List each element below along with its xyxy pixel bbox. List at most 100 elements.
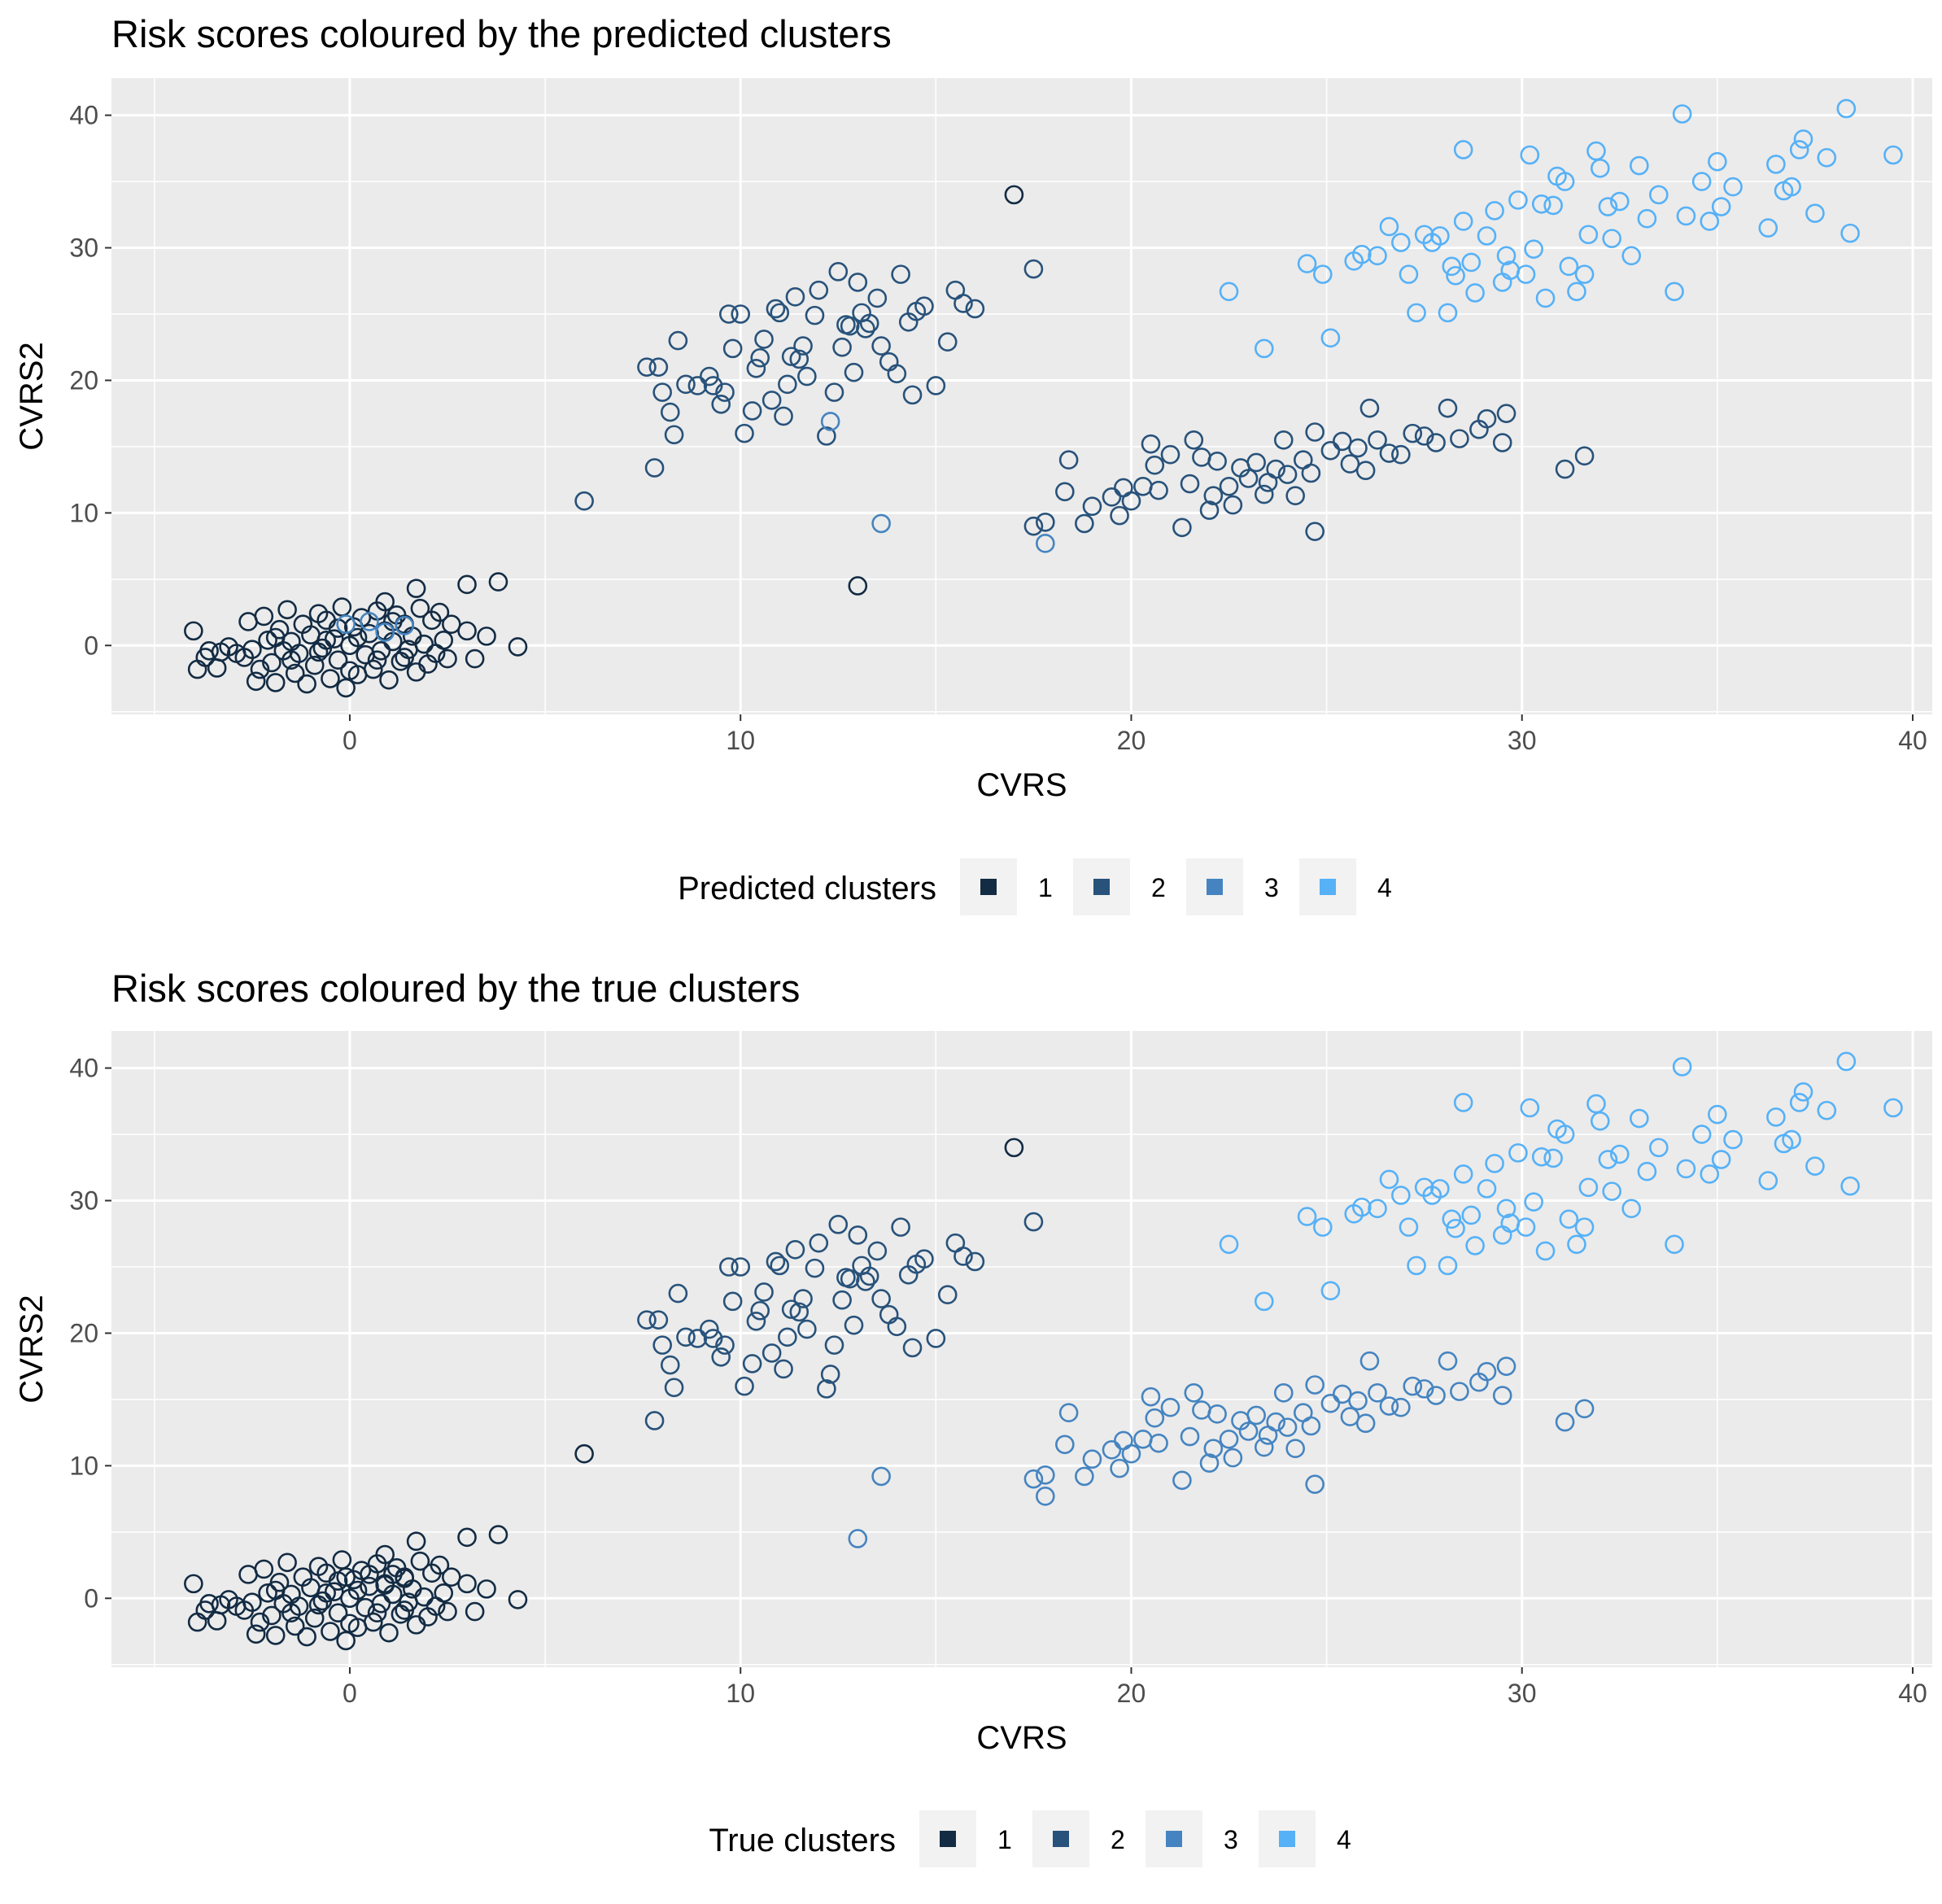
data-point-cluster-3 — [1414, 1379, 1434, 1399]
data-point-cluster-2 — [719, 304, 739, 324]
data-point-cluster-2 — [1145, 455, 1165, 475]
data-point-cluster-2 — [766, 299, 786, 319]
data-point-cluster-1 — [477, 1579, 496, 1599]
data-point-cluster-2 — [742, 1354, 762, 1373]
data-point-cluster-2 — [856, 1272, 875, 1291]
data-point-cluster-1 — [250, 1612, 270, 1632]
data-point-cluster-4 — [1442, 1209, 1462, 1229]
plot-background — [111, 78, 1932, 714]
data-point-cluster-4 — [1555, 1124, 1575, 1144]
data-point-cluster-4 — [1442, 256, 1462, 277]
data-point-cluster-4 — [1477, 226, 1497, 246]
data-point-cluster-2 — [1121, 491, 1141, 511]
data-point-cluster-1 — [395, 1600, 414, 1620]
data-point-cluster-3 — [395, 616, 414, 635]
data-point-cluster-3 — [1036, 1465, 1055, 1485]
data-point-cluster-2 — [1340, 454, 1360, 474]
data-point-cluster-2 — [1246, 452, 1266, 473]
data-point-cluster-3 — [1149, 1433, 1168, 1453]
data-point-cluster-2 — [1348, 438, 1368, 458]
data-point-cluster-2 — [722, 338, 743, 359]
data-point-cluster-4 — [1700, 212, 1720, 231]
data-point-cluster-1 — [848, 576, 868, 596]
data-point-cluster-1 — [347, 1580, 368, 1600]
data-point-cluster-2 — [1403, 423, 1423, 443]
data-point-cluster-2 — [785, 287, 805, 307]
data-point-cluster-2 — [778, 374, 797, 395]
data-point-cluster-2 — [867, 1241, 888, 1261]
data-point-cluster-2 — [1023, 259, 1044, 279]
data-point-cluster-1 — [199, 640, 219, 661]
data-point-cluster-2 — [871, 1289, 891, 1308]
data-point-cluster-2 — [715, 1335, 735, 1355]
data-point-cluster-3 — [1075, 1466, 1094, 1487]
data-point-cluster-2 — [1379, 443, 1399, 463]
data-point-cluster-2 — [676, 1327, 696, 1347]
data-point-cluster-4 — [1453, 140, 1473, 159]
data-point-cluster-4 — [1379, 216, 1399, 237]
data-point-cluster-2 — [832, 337, 852, 357]
data-point-cluster-2 — [887, 364, 907, 384]
data-point-cluster-2 — [1438, 398, 1458, 418]
data-point-cluster-4 — [1793, 129, 1813, 149]
data-point-cluster-4 — [1602, 229, 1621, 248]
data-point-cluster-3 — [1223, 1448, 1243, 1468]
data-point-cluster-1 — [430, 1555, 450, 1575]
data-point-cluster-2 — [781, 1299, 801, 1319]
data-point-cluster-2 — [1036, 512, 1055, 532]
legend-key-swatch — [940, 1831, 956, 1847]
data-point-cluster-2 — [1285, 486, 1305, 505]
data-point-cluster-2 — [699, 1319, 719, 1339]
data-point-cluster-2 — [1355, 461, 1376, 481]
data-point-cluster-4 — [1840, 1176, 1860, 1196]
data-point-cluster-2 — [1172, 517, 1192, 538]
data-point-cluster-3 — [1305, 1375, 1324, 1395]
data-point-cluster-4 — [1817, 147, 1837, 168]
y-tick-label: 20 — [69, 1318, 98, 1347]
data-point-cluster-2 — [762, 1343, 782, 1363]
data-point-cluster-4 — [1630, 155, 1649, 176]
data-point-cluster-4 — [1379, 1169, 1399, 1190]
data-point-cluster-3 — [1277, 1417, 1298, 1437]
data-point-cluster-4 — [1676, 206, 1696, 226]
minor-grid — [111, 78, 1932, 714]
data-point-cluster-1 — [508, 637, 528, 657]
legend-key-swatch — [1320, 879, 1336, 895]
x-tick-label: 0 — [343, 1679, 357, 1708]
x-tick-label: 20 — [1117, 726, 1146, 755]
data-point-cluster-4 — [1399, 1217, 1419, 1237]
data-point-cluster-4 — [1590, 158, 1610, 178]
data-point-cluster-1 — [375, 1544, 395, 1565]
data-point-cluster-1 — [414, 1587, 434, 1607]
data-point-cluster-4 — [1805, 1156, 1825, 1176]
data-point-cluster-1 — [457, 621, 477, 641]
x-tick-label: 0 — [343, 726, 357, 755]
data-point-cluster-1 — [336, 1567, 356, 1587]
data-point-cluster-3 — [1320, 1393, 1341, 1413]
x-axis-label: CVRS — [976, 1720, 1067, 1756]
data-point-cluster-4 — [1789, 1093, 1809, 1112]
data-point-cluster-4 — [1485, 1154, 1504, 1173]
data-point-cluster-2 — [1075, 513, 1094, 534]
data-point-cluster-1 — [321, 669, 340, 688]
data-point-cluster-2 — [1160, 444, 1180, 465]
data-point-cluster-2 — [664, 425, 684, 445]
data-point-cluster-1 — [265, 1580, 286, 1600]
data-point-cluster-4 — [1543, 195, 1563, 216]
data-point-cluster-2 — [817, 426, 836, 446]
legend-label: 1 — [997, 1825, 1012, 1854]
data-point-cluster-4 — [1637, 208, 1657, 229]
data-point-cluster-2 — [859, 313, 879, 334]
data-point-cluster-2 — [1305, 422, 1324, 442]
data-point-cluster-1 — [277, 600, 297, 620]
data-point-cluster-4 — [1805, 203, 1825, 223]
data-point-cluster-1 — [488, 572, 508, 592]
data-point-cluster-4 — [1516, 264, 1536, 284]
data-point-cluster-2 — [637, 357, 657, 377]
data-point-cluster-2 — [762, 391, 782, 410]
data-point-cluster-1 — [363, 659, 383, 679]
data-point-cluster-2 — [719, 1257, 739, 1277]
data-point-cluster-2 — [844, 1315, 864, 1335]
data-point-cluster-4 — [1446, 265, 1465, 286]
data-point-cluster-1 — [265, 673, 286, 692]
